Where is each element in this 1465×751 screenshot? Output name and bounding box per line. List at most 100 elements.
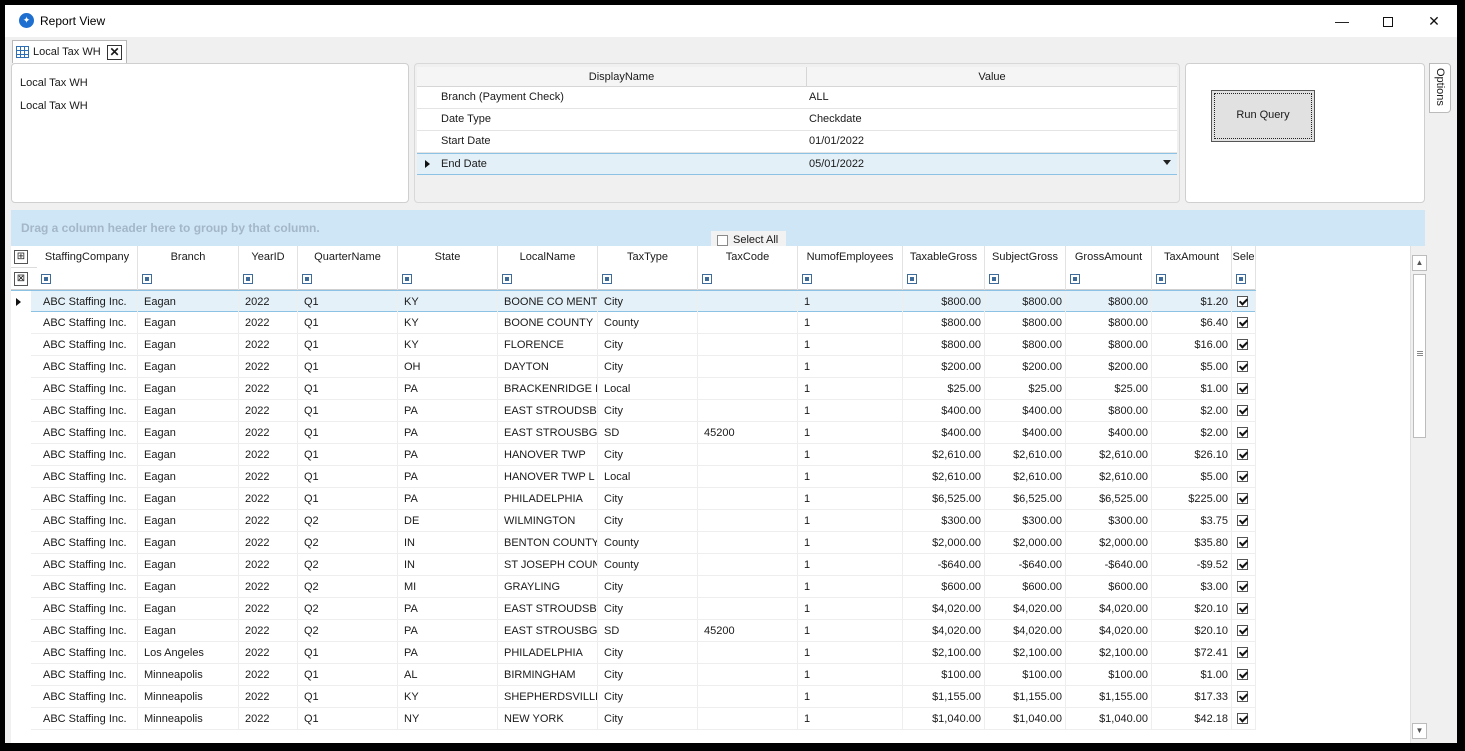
checkbox-checked-icon[interactable] [1237, 559, 1248, 570]
checkbox-checked-icon[interactable] [1237, 361, 1248, 372]
options-side-tab[interactable]: Options [1429, 63, 1451, 113]
cell-select[interactable] [1232, 686, 1256, 708]
filter-cell[interactable] [1066, 268, 1152, 290]
filter-icon[interactable] [41, 274, 51, 284]
row-indicator[interactable] [11, 532, 31, 554]
close-button[interactable]: ✕ [1428, 13, 1440, 29]
cell-select[interactable] [1232, 422, 1256, 444]
vertical-scrollbar[interactable]: ▲ ▼ [1410, 246, 1427, 743]
checkbox-checked-icon[interactable] [1237, 317, 1248, 328]
filter-cell[interactable] [138, 268, 239, 290]
filter-cell[interactable] [798, 268, 903, 290]
table-row[interactable]: ABC Staffing Inc. Eagan 2022 Q1 KY BOONE COUN… [11, 312, 1256, 334]
checkbox-checked-icon[interactable] [1237, 427, 1248, 438]
row-indicator[interactable] [11, 422, 31, 444]
column-header-quartername[interactable]: QuarterName [298, 246, 398, 268]
table-row[interactable]: ABC Staffing Inc. Eagan 2022 Q1 PA EAST STROU… [11, 422, 1256, 444]
row-indicator[interactable] [11, 488, 31, 510]
column-header-taxcode[interactable]: TaxCode [698, 246, 798, 268]
table-row[interactable]: ABC Staffing Inc. Eagan 2022 Q1 PA BRACKENRID… [11, 378, 1256, 400]
checkbox-checked-icon[interactable] [1237, 581, 1248, 592]
row-indicator[interactable] [11, 620, 31, 642]
row-indicator[interactable] [11, 576, 31, 598]
parameter-row[interactable]: Branch (Payment Check) ALL [417, 87, 1177, 109]
select-all-checkbox[interactable]: Select All [711, 231, 787, 249]
row-indicator[interactable] [11, 466, 31, 488]
checkbox-checked-icon[interactable] [1237, 713, 1248, 724]
cell-select[interactable] [1232, 642, 1256, 664]
column-header-branch[interactable]: Branch [138, 246, 239, 268]
column-header-subjectgross[interactable]: SubjectGross [985, 246, 1066, 268]
group-by-panel[interactable]: Drag a column header here to group by th… [11, 210, 1425, 249]
checkbox-checked-icon[interactable] [1237, 537, 1248, 548]
filter-cell[interactable] [298, 268, 398, 290]
row-indicator[interactable] [11, 598, 31, 620]
filter-icon[interactable] [989, 274, 999, 284]
table-row[interactable]: ABC Staffing Inc. Eagan 2022 Q1 PA HANOVER TW… [11, 444, 1256, 466]
filter-cell[interactable] [1232, 268, 1256, 290]
table-row[interactable]: ABC Staffing Inc. Eagan 2022 Q2 MI GRAYLING Ci… [11, 576, 1256, 598]
cell-select[interactable] [1232, 620, 1256, 642]
maximize-button[interactable] [1365, 5, 1411, 37]
column-header-sele[interactable]: Sele [1232, 246, 1256, 268]
cell-select[interactable] [1232, 466, 1256, 488]
row-indicator[interactable] [11, 356, 31, 378]
row-indicator[interactable] [11, 312, 31, 334]
cell-select[interactable] [1232, 488, 1256, 510]
row-indicator[interactable] [11, 291, 31, 313]
column-header-numofemployees[interactable]: NumofEmployees [798, 246, 903, 268]
column-chooser-icon[interactable]: ⊞ [14, 250, 28, 264]
row-indicator[interactable] [11, 708, 31, 730]
parameter-value[interactable]: ALL [809, 91, 829, 103]
table-row[interactable]: ABC Staffing Inc. Eagan 2022 Q2 PA EAST STROU… [11, 620, 1256, 642]
parameter-value[interactable]: 01/01/2022 [809, 135, 865, 147]
filter-icon[interactable] [142, 274, 152, 284]
column-header-yearid[interactable]: YearID [239, 246, 298, 268]
column-header-localname[interactable]: LocalName [498, 246, 598, 268]
column-header-grossamount[interactable]: GrossAmount [1066, 246, 1152, 268]
table-row[interactable]: ABC Staffing Inc. Eagan 2022 Q1 PA HANOVER TW… [11, 466, 1256, 488]
checkbox-checked-icon[interactable] [1237, 471, 1248, 482]
cell-select[interactable] [1232, 664, 1256, 686]
cell-select[interactable] [1232, 378, 1256, 400]
table-row[interactable]: ABC Staffing Inc. Minneapolis 2022 Q1 NY NEW … [11, 708, 1256, 730]
row-indicator[interactable] [11, 554, 31, 576]
row-indicator[interactable] [11, 400, 31, 422]
table-row[interactable]: ABC Staffing Inc. Eagan 2022 Q1 KY FLORENCE Ci… [11, 334, 1256, 356]
filter-icon[interactable] [1236, 274, 1246, 284]
checkbox-checked-icon[interactable] [1237, 647, 1248, 658]
cell-select[interactable] [1232, 510, 1256, 532]
close-tab-icon[interactable]: ✕ [107, 45, 122, 60]
dropdown-arrow-icon[interactable] [1163, 160, 1171, 165]
row-indicator[interactable] [11, 510, 31, 532]
parameter-value[interactable]: Checkdate [809, 113, 862, 125]
filter-icon[interactable] [702, 274, 712, 284]
checkbox-checked-icon[interactable] [1237, 339, 1248, 350]
table-row[interactable]: ABC Staffing Inc. Eagan 2022 Q1 KY BOONE CO M… [11, 290, 1256, 313]
cell-select[interactable] [1232, 532, 1256, 554]
filter-cell[interactable] [903, 268, 985, 290]
table-row[interactable]: ABC Staffing Inc. Eagan 2022 Q2 DE WILMINGTON… [11, 510, 1256, 532]
table-row[interactable]: ABC Staffing Inc. Eagan 2022 Q1 OH DAYTON City… [11, 356, 1256, 378]
table-row[interactable]: ABC Staffing Inc. Eagan 2022 Q1 PA EAST STROU… [11, 400, 1256, 422]
cell-select[interactable] [1232, 334, 1256, 356]
column-header-taxamount[interactable]: TaxAmount [1152, 246, 1232, 268]
checkbox-checked-icon[interactable] [1237, 515, 1248, 526]
row-indicator[interactable] [11, 334, 31, 356]
cell-select[interactable] [1232, 356, 1256, 378]
filter-icon[interactable] [502, 274, 512, 284]
checkbox-checked-icon[interactable] [1237, 405, 1248, 416]
filter-cell[interactable] [598, 268, 698, 290]
row-indicator[interactable] [11, 686, 31, 708]
row-indicator[interactable] [11, 444, 31, 466]
filter-icon[interactable] [802, 274, 812, 284]
cell-select[interactable] [1232, 598, 1256, 620]
checkbox-checked-icon[interactable] [1237, 625, 1248, 636]
column-header-taxablegross[interactable]: TaxableGross [903, 246, 985, 268]
filter-cell[interactable] [37, 268, 138, 290]
row-indicator[interactable] [11, 642, 31, 664]
scroll-down-button[interactable]: ▼ [1412, 723, 1427, 739]
checkbox-checked-icon[interactable] [1237, 493, 1248, 504]
clear-filter-icon[interactable]: ⊠ [14, 272, 28, 286]
cell-select[interactable] [1232, 576, 1256, 598]
